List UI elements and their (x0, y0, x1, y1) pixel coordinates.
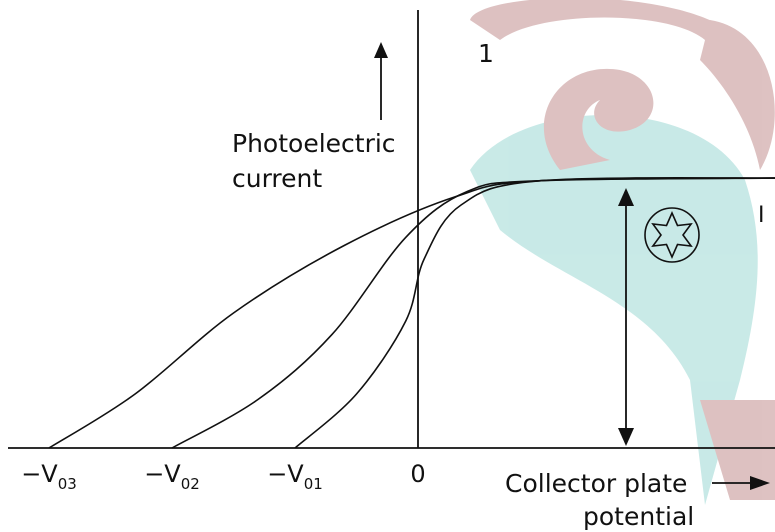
watermark-rose-swirl (543, 68, 654, 170)
x-axis-arrow (712, 476, 770, 490)
curve-series-2 (171, 177, 775, 449)
curves (48, 177, 775, 449)
x-tick-labels: −V03 −V02 −V01 0 (21, 460, 425, 493)
y-axis-label-line2: current (232, 164, 322, 193)
curve-series-3 (294, 177, 775, 449)
saturation-arrow (618, 188, 634, 446)
watermark-rose-swirl-right (700, 20, 775, 170)
y-arrow-head (374, 42, 388, 58)
x-axis-label-line1: Collector plate (505, 469, 687, 498)
y-axis-label-line1: Photoelectric (232, 129, 396, 158)
x-tick-label-3: −V01 (267, 460, 323, 493)
watermark-rose-bottom (700, 400, 775, 500)
watermark-rose-arc (470, 0, 740, 40)
intensity-label: I (758, 203, 765, 228)
marker-one-label: 1 (478, 39, 494, 68)
x-tick-label-4: 0 (410, 460, 425, 488)
light-source-icon (644, 207, 700, 263)
x-tick-label-1: −V03 (21, 460, 77, 493)
x-axis-label-line2: potential (583, 502, 694, 531)
x-tick-label-2: −V02 (144, 460, 200, 493)
